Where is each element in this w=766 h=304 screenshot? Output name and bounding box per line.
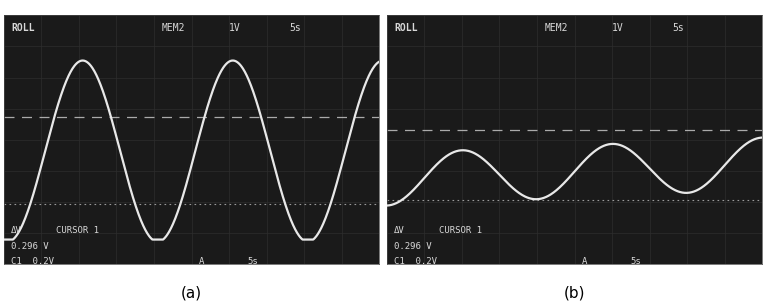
Text: 5s: 5s: [248, 257, 259, 266]
Text: C1  0.2V: C1 0.2V: [11, 257, 54, 266]
Text: A: A: [199, 257, 205, 266]
Text: CURSOR 1: CURSOR 1: [440, 226, 483, 235]
Text: C1  0.2V: C1 0.2V: [394, 257, 437, 266]
Text: ROLL: ROLL: [394, 23, 417, 33]
Text: ΔV: ΔV: [394, 226, 405, 235]
Text: MEM2: MEM2: [162, 23, 185, 33]
Text: 0.296 V: 0.296 V: [394, 242, 432, 251]
Text: ΔV: ΔV: [11, 226, 22, 235]
Text: 0.296 V: 0.296 V: [11, 242, 49, 251]
Text: 1V: 1V: [229, 23, 241, 33]
Text: 5s: 5s: [672, 23, 684, 33]
Text: CURSOR 1: CURSOR 1: [57, 226, 100, 235]
Text: 5s: 5s: [289, 23, 301, 33]
Text: 1V: 1V: [612, 23, 624, 33]
Text: A: A: [582, 257, 588, 266]
Text: ROLL: ROLL: [11, 23, 34, 33]
Text: 5s: 5s: [630, 257, 642, 266]
Text: MEM2: MEM2: [545, 23, 568, 33]
Text: (b): (b): [564, 286, 585, 301]
Text: (a): (a): [181, 286, 202, 301]
